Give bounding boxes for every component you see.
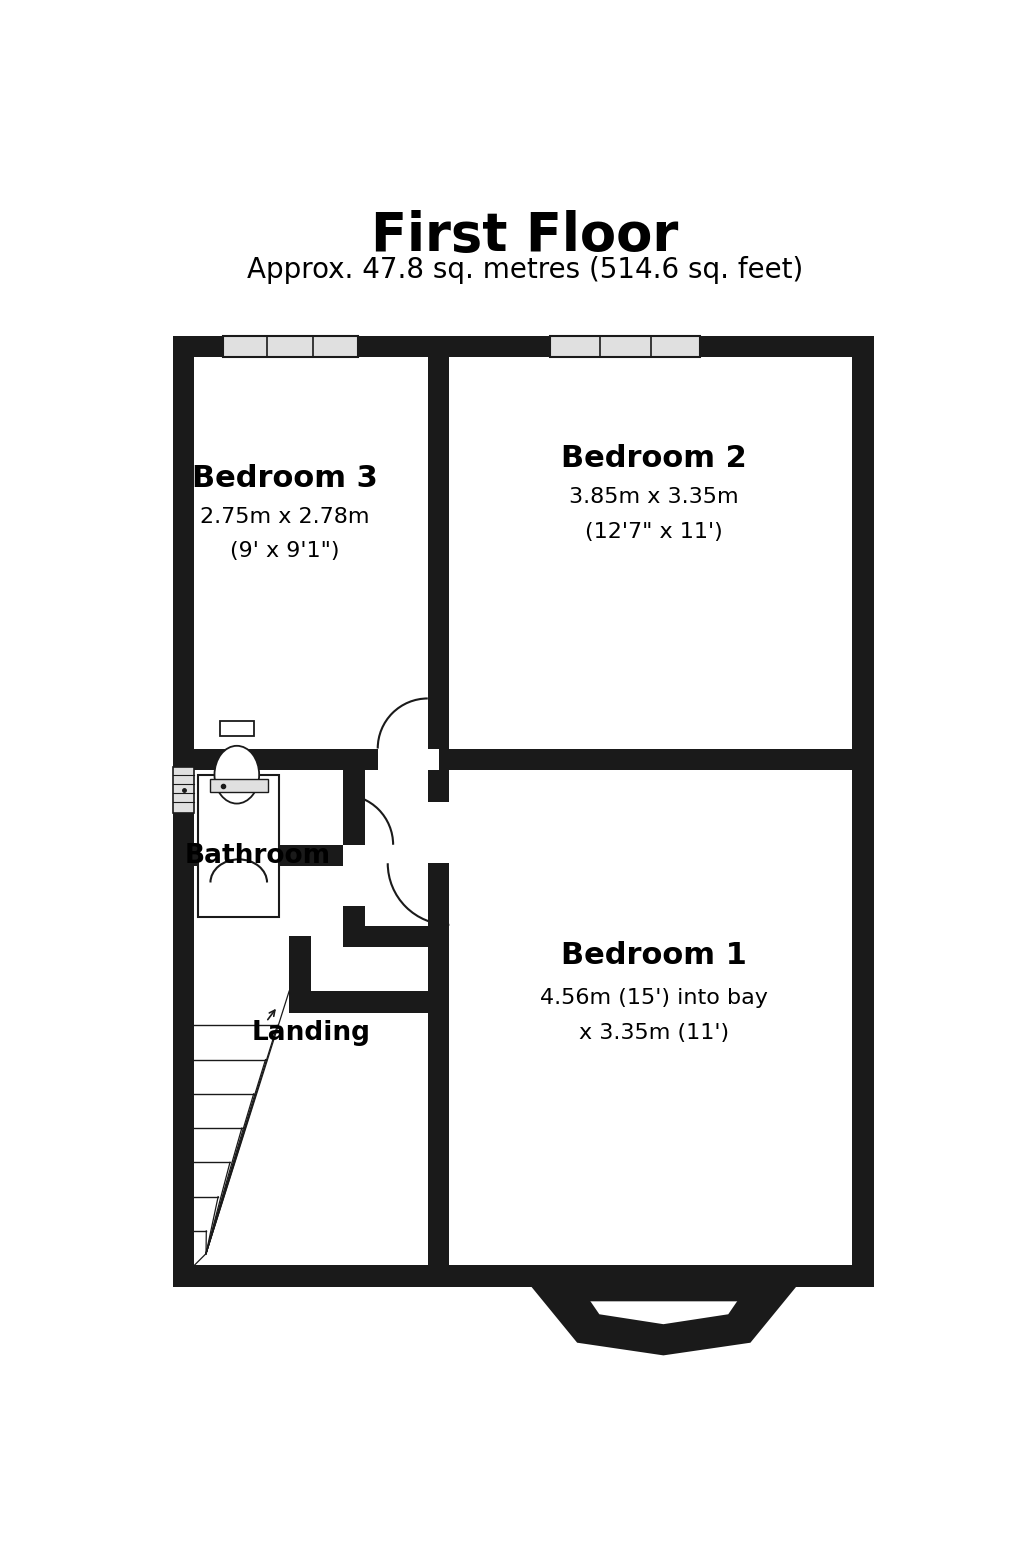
Polygon shape <box>571 1276 756 1326</box>
Bar <box>343 925 438 947</box>
Bar <box>173 749 438 770</box>
Bar <box>223 336 357 357</box>
Bar <box>343 855 365 936</box>
Ellipse shape <box>214 746 259 803</box>
Bar <box>378 749 438 770</box>
Text: 2.75m x 2.78m: 2.75m x 2.78m <box>200 507 370 526</box>
Polygon shape <box>550 1287 777 1341</box>
Text: Bedroom 3: Bedroom 3 <box>191 464 378 493</box>
Bar <box>195 357 852 1265</box>
Bar <box>220 721 254 736</box>
Text: First Floor: First Floor <box>371 210 679 261</box>
Bar <box>289 992 438 1013</box>
Bar <box>289 936 310 1002</box>
Bar <box>428 336 450 1287</box>
Bar <box>199 775 280 917</box>
Bar <box>550 336 700 357</box>
Bar <box>428 801 454 863</box>
Bar <box>173 336 873 1287</box>
Text: x 3.35m (11'): x 3.35m (11') <box>580 1023 729 1043</box>
Text: 4.56m (15') into bay: 4.56m (15') into bay <box>541 989 768 1009</box>
Bar <box>343 845 365 905</box>
Bar <box>550 1275 777 1299</box>
Bar <box>438 749 873 770</box>
Text: (12'7" x 11'): (12'7" x 11') <box>586 523 723 541</box>
Text: Bedroom 2: Bedroom 2 <box>561 444 748 473</box>
Bar <box>173 767 195 814</box>
Text: (9' x 9'1"): (9' x 9'1") <box>229 541 339 562</box>
Text: Bathroom: Bathroom <box>184 843 331 868</box>
Text: Bedroom 1: Bedroom 1 <box>561 941 748 970</box>
Bar <box>210 778 267 792</box>
Bar <box>343 760 365 855</box>
Text: Landing: Landing <box>252 1019 371 1046</box>
Bar <box>173 845 354 866</box>
Text: Approx. 47.8 sq. metres (514.6 sq. feet): Approx. 47.8 sq. metres (514.6 sq. feet) <box>247 257 803 285</box>
Text: 3.85m x 3.35m: 3.85m x 3.35m <box>569 487 739 507</box>
